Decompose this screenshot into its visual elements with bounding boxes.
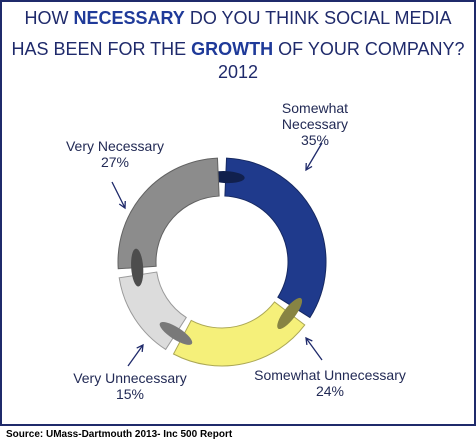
donut-segment-end-very-necessary	[131, 248, 144, 287]
label-somewhat-unnecessary-name: Somewhat Unnecessary	[254, 367, 406, 383]
arrow-somewhat-necessary	[305, 142, 323, 171]
label-very-unnecessary-value: 15%	[115, 386, 145, 402]
label-somewhat-necessary-name: Somewhat Necessary	[281, 100, 349, 132]
arrowhead-somewhat-unnecessary	[305, 336, 313, 346]
label-somewhat-unnecessary-value: 24%	[315, 383, 345, 399]
label-very-necessary-name: Very Necessary	[65, 138, 165, 154]
title-line-1: HOW NECESSARY DO YOU THINK SOCIAL MEDIA	[0, 8, 476, 29]
title-line1-post: DO YOU THINK SOCIAL MEDIA	[184, 8, 452, 28]
label-very-necessary: Very Necessary 27%	[60, 138, 170, 170]
arrowhead-very-unnecessary	[136, 343, 144, 353]
arrowhead-very-necessary	[118, 200, 126, 210]
title-line2-emphasis: GROWTH	[191, 39, 274, 59]
label-very-unnecessary: Very Unnecessary 15%	[70, 370, 190, 402]
title-year: 2012	[217, 62, 259, 82]
title-line1-emphasis: NECESSARY	[73, 8, 185, 28]
arrowhead-somewhat-necessary	[305, 162, 313, 172]
donut-segment-somewhat-unnecessary	[172, 301, 306, 367]
title-line1-pre: HOW	[24, 8, 74, 28]
title-line2-pre: HAS BEEN FOR THE	[11, 39, 192, 59]
arrow-very-necessary	[111, 181, 126, 209]
donut-segment-end-very-unnecessary	[159, 321, 193, 345]
title-line2-post: OF YOUR COMPANY?	[273, 39, 465, 59]
arrow-somewhat-unnecessary	[305, 337, 323, 361]
label-somewhat-unnecessary: Somewhat Unnecessary 24%	[250, 367, 410, 399]
donut-segment-somewhat-necessary	[224, 157, 327, 319]
arrow-very-unnecessary	[127, 344, 144, 367]
label-arrows	[111, 142, 323, 367]
source-note: Source: UMass-Dartmouth 2013- Inc 500 Re…	[6, 429, 233, 440]
label-very-necessary-value: 27%	[100, 154, 130, 170]
label-very-unnecessary-name: Very Unnecessary	[73, 370, 187, 386]
frame-border	[0, 0, 476, 426]
label-somewhat-necessary-value: 35%	[300, 132, 330, 148]
label-somewhat-necessary: Somewhat Necessary 35%	[250, 100, 380, 148]
title-line-2: HAS BEEN FOR THE GROWTH OF YOUR COMPANY?	[0, 39, 476, 60]
donut-segments	[117, 157, 327, 367]
donut-segment-end-somewhat-unnecessary	[277, 297, 303, 330]
donut-segment-very-necessary	[117, 157, 220, 270]
